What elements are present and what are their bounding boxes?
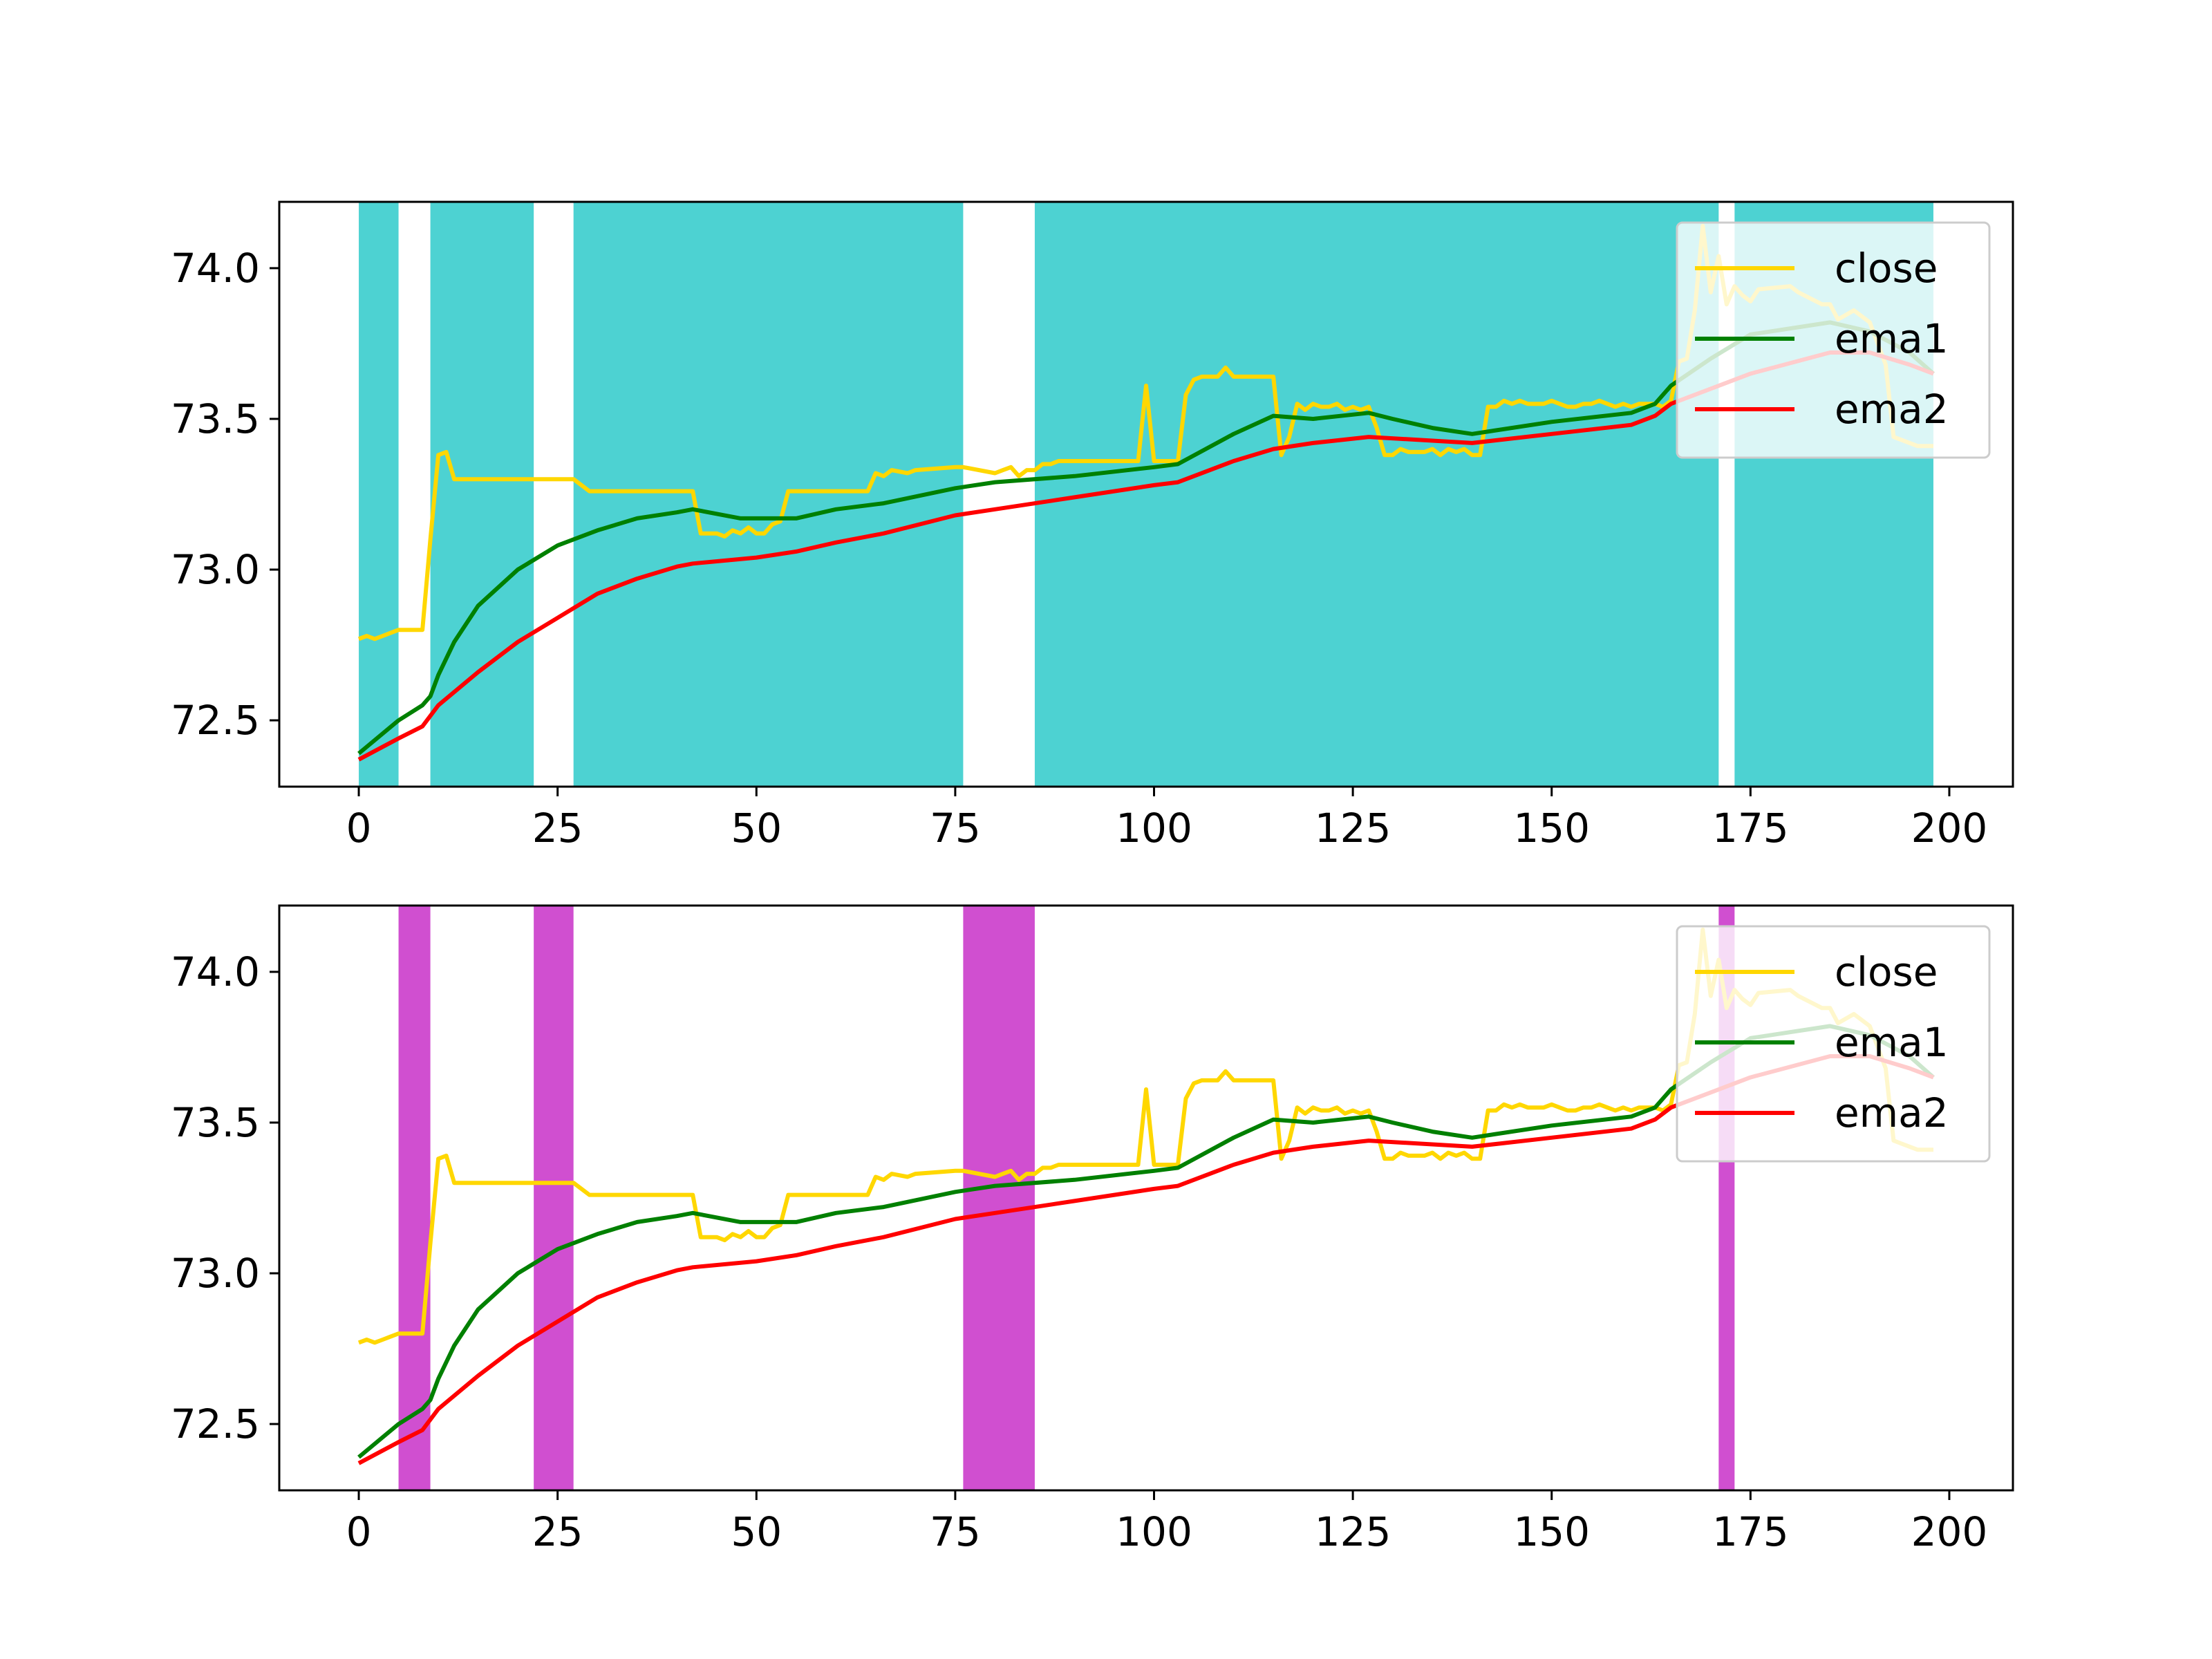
legend-label-close: close <box>1835 948 1938 995</box>
series-line-close <box>357 223 1933 641</box>
legend-box <box>1676 925 1991 1163</box>
x-tick-label: 100 <box>1116 805 1192 852</box>
y-tick-label: 73.0 <box>171 1250 260 1297</box>
legend-label-ema2: ema2 <box>1835 386 1949 433</box>
legend: close ema1 ema2 <box>1676 925 1991 1163</box>
shaded-region <box>534 906 574 1490</box>
x-tick-label: 50 <box>731 805 782 852</box>
legend-label-close: close <box>1835 245 1938 292</box>
x-tick-label: 0 <box>346 1508 372 1555</box>
x-tick-label: 150 <box>1513 1508 1590 1555</box>
shaded-region <box>398 906 431 1490</box>
shaded-region <box>430 202 534 787</box>
y-tick-label: 72.5 <box>171 697 260 744</box>
legend-label-ema1: ema1 <box>1835 315 1949 362</box>
shaded-region <box>963 906 1035 1490</box>
series-line-close <box>357 927 1933 1345</box>
legend-label-ema1: ema1 <box>1835 1019 1949 1066</box>
x-tick-label: 175 <box>1712 805 1789 852</box>
legend-box <box>1676 221 1991 459</box>
bottom-chart-panel: 0 25 50 75 100 125 150 175 200 72.5 73.0 73.5 74.0 cl… <box>171 904 2014 1555</box>
shaded-region <box>1034 202 1719 787</box>
x-tick-label: 125 <box>1315 1508 1391 1555</box>
axes-frame <box>278 200 2014 788</box>
x-tick-label: 0 <box>346 805 372 852</box>
y-tick-label: 73.5 <box>171 395 260 442</box>
x-tick-label: 150 <box>1513 805 1590 852</box>
y-tick-label: 72.5 <box>171 1400 260 1447</box>
x-tick-label: 125 <box>1315 805 1391 852</box>
shaded-region <box>573 202 964 787</box>
legend-label-ema2: ema2 <box>1835 1089 1949 1136</box>
shaded-region <box>359 202 399 787</box>
y-tick-label: 74.0 <box>171 245 260 292</box>
top-chart-panel: 0 25 50 75 100 125 150 175 200 72.5 73.0 73.5 74.0 cl… <box>171 200 2014 852</box>
series-line-ema1 <box>357 320 1935 756</box>
y-tick-label: 73.5 <box>171 1099 260 1146</box>
x-tick-label: 25 <box>532 805 583 852</box>
axes-frame <box>278 904 2014 1492</box>
x-tick-label: 175 <box>1712 1508 1789 1555</box>
y-tick-label: 74.0 <box>171 948 260 995</box>
x-tick-label: 75 <box>930 805 981 852</box>
series-line-ema1 <box>357 1024 1935 1459</box>
x-tick-label: 200 <box>1911 805 1988 852</box>
legend: close ema1 ema2 <box>1676 221 1991 459</box>
x-tick-label: 200 <box>1911 1508 1988 1555</box>
y-tick-label: 73.0 <box>171 546 260 593</box>
x-tick-label: 75 <box>930 1508 981 1555</box>
x-tick-label: 100 <box>1116 1508 1192 1555</box>
x-tick-label: 25 <box>532 1508 583 1555</box>
x-tick-label: 50 <box>731 1508 782 1555</box>
